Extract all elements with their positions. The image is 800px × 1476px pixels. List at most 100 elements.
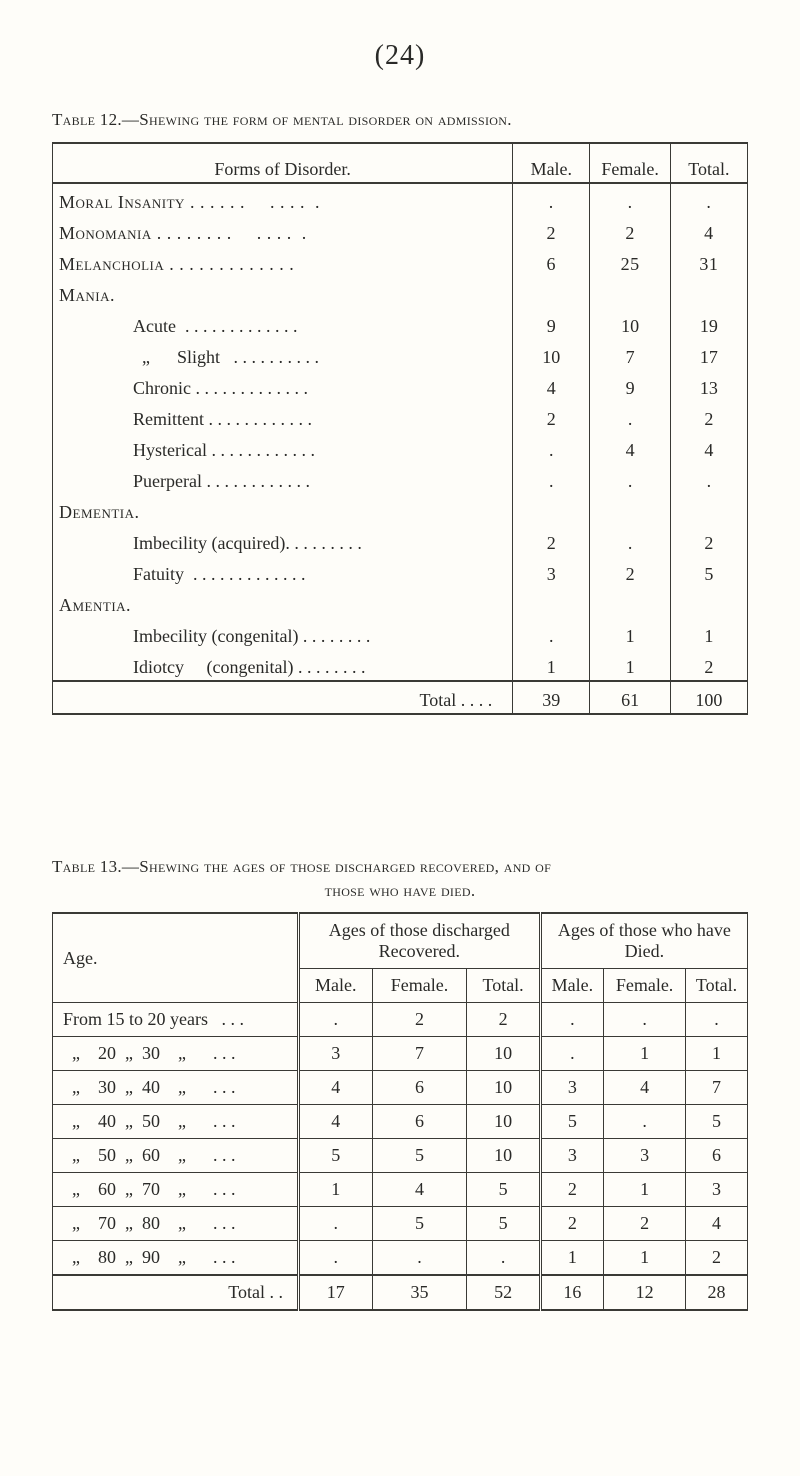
- t13-cell: 5: [299, 1139, 373, 1173]
- t13-cell: 10: [467, 1139, 540, 1173]
- t13-age-cell: „ 30 „ 40 „ . . .: [53, 1071, 299, 1105]
- table13: Age. Ages of those discharged Recovered.…: [52, 912, 748, 1311]
- t13-cell: .: [467, 1241, 540, 1276]
- t13-cell: .: [299, 1207, 373, 1241]
- t13-cell: 5: [686, 1105, 748, 1139]
- t12-cell: 2: [513, 525, 590, 556]
- table12-caption: Table 12.—Shewing the form of mental dis…: [52, 108, 748, 132]
- t13-age-cell: From 15 to 20 years . . .: [53, 1003, 299, 1037]
- t12-cell: 2: [590, 556, 670, 587]
- table13-caption-l1: Shewing the ages of those discharged rec…: [139, 857, 551, 876]
- t13-age-cell: „ 50 „ 60 „ . . .: [53, 1139, 299, 1173]
- table13-caption-l2: those who have died.: [52, 879, 748, 904]
- t13-age-cell: „ 80 „ 90 „ . . .: [53, 1241, 299, 1276]
- t13-cell: .: [686, 1003, 748, 1037]
- t13-cell: .: [604, 1105, 686, 1139]
- page-number: (24): [52, 40, 748, 72]
- t13-cell: 4: [686, 1207, 748, 1241]
- t13-cell: 10: [467, 1105, 540, 1139]
- t13-cell: 10: [467, 1037, 540, 1071]
- t13-h-t1: Total.: [467, 969, 540, 1003]
- t13-cell: 5: [372, 1139, 467, 1173]
- t12-cell: 2: [670, 649, 747, 681]
- t12-cell: 2: [590, 215, 670, 246]
- page: (24) Table 12.—Shewing the form of menta…: [0, 0, 800, 1476]
- t12-row-label: Mania.: [53, 277, 513, 308]
- t12-cell: 6: [513, 246, 590, 277]
- t13-age-cell: „ 20 „ 30 „ . . .: [53, 1037, 299, 1071]
- t12-cell: .: [513, 463, 590, 494]
- t13-cell: 4: [372, 1173, 467, 1207]
- t13-cell: 4: [299, 1105, 373, 1139]
- t12-total-male: 39: [513, 681, 590, 714]
- t12-cell: 13: [670, 370, 747, 401]
- t12-cell: 7: [590, 339, 670, 370]
- t12-cell: 1: [670, 618, 747, 649]
- t12-row-label: Moral Insanity . . . . . . . . . . .: [53, 183, 513, 215]
- t12-cell: [590, 587, 670, 618]
- t12-cell: [513, 587, 590, 618]
- t13-cell: 4: [604, 1071, 686, 1105]
- t13-cell: 1: [604, 1241, 686, 1276]
- t13-cell: 4: [299, 1071, 373, 1105]
- t12-cell: 1: [513, 649, 590, 681]
- t12-row-label: Hysterical . . . . . . . . . . . .: [53, 432, 513, 463]
- t12-cell: 9: [513, 308, 590, 339]
- t12-cell: .: [590, 401, 670, 432]
- t12-cell: 10: [513, 339, 590, 370]
- spacer: [52, 715, 748, 855]
- t12-h-total: Total.: [670, 143, 747, 183]
- table13-caption-prefix: Table 13.—: [52, 857, 139, 876]
- t12-row-label: Monomania . . . . . . . . . . . . .: [53, 215, 513, 246]
- t13-h-group1: Ages of those discharged Recovered.: [299, 913, 541, 969]
- t13-cell: 7: [686, 1071, 748, 1105]
- t13-cell: 1: [604, 1037, 686, 1071]
- t13-total-label: Total . .: [53, 1275, 299, 1310]
- t12-cell: .: [513, 618, 590, 649]
- t12-cell: 19: [670, 308, 747, 339]
- t13-cell: .: [372, 1241, 467, 1276]
- t13-cell: 3: [686, 1173, 748, 1207]
- t12-cell: 25: [590, 246, 670, 277]
- t13-cell: .: [299, 1241, 373, 1276]
- t12-total-label: Total . . . .: [53, 681, 513, 714]
- table12-caption-prefix: Table 12.—: [52, 110, 139, 129]
- t12-cell: [513, 494, 590, 525]
- t13-cell: 3: [540, 1139, 603, 1173]
- t12-row-label: Amentia.: [53, 587, 513, 618]
- t13-cell: 2: [686, 1241, 748, 1276]
- t12-cell: 4: [670, 215, 747, 246]
- table12: Forms of Disorder. Male. Female. Total. …: [52, 142, 748, 715]
- t12-row-label: Idiotcy (congenital) . . . . . . . .: [53, 649, 513, 681]
- t13-total-t1: 52: [467, 1275, 540, 1310]
- t12-cell: [590, 494, 670, 525]
- t12-cell: [670, 277, 747, 308]
- t12-cell: 1: [590, 618, 670, 649]
- t12-cell: [590, 277, 670, 308]
- t13-h-age: Age.: [53, 913, 299, 1003]
- t12-total-total: 100: [670, 681, 747, 714]
- t13-cell: 5: [372, 1207, 467, 1241]
- t12-total-female: 61: [590, 681, 670, 714]
- t12-row-label: Puerperal . . . . . . . . . . . .: [53, 463, 513, 494]
- t13-cell: 1: [540, 1241, 603, 1276]
- t12-cell: [513, 277, 590, 308]
- t12-cell: [670, 494, 747, 525]
- t13-cell: 3: [299, 1037, 373, 1071]
- t12-cell: 17: [670, 339, 747, 370]
- t13-cell: 5: [467, 1173, 540, 1207]
- t13-h-f1: Female.: [372, 969, 467, 1003]
- t13-cell: 5: [540, 1105, 603, 1139]
- t12-cell: .: [590, 183, 670, 215]
- t13-cell: 5: [467, 1207, 540, 1241]
- t12-row-label: Fatuity . . . . . . . . . . . . .: [53, 556, 513, 587]
- t12-cell: 2: [670, 525, 747, 556]
- t13-cell: 1: [299, 1173, 373, 1207]
- t13-cell: 2: [372, 1003, 467, 1037]
- t12-h-forms: Forms of Disorder.: [53, 143, 513, 183]
- t13-cell: 6: [372, 1071, 467, 1105]
- t13-cell: .: [540, 1037, 603, 1071]
- t13-cell: 10: [467, 1071, 540, 1105]
- t13-total-f1: 35: [372, 1275, 467, 1310]
- t12-cell: .: [513, 183, 590, 215]
